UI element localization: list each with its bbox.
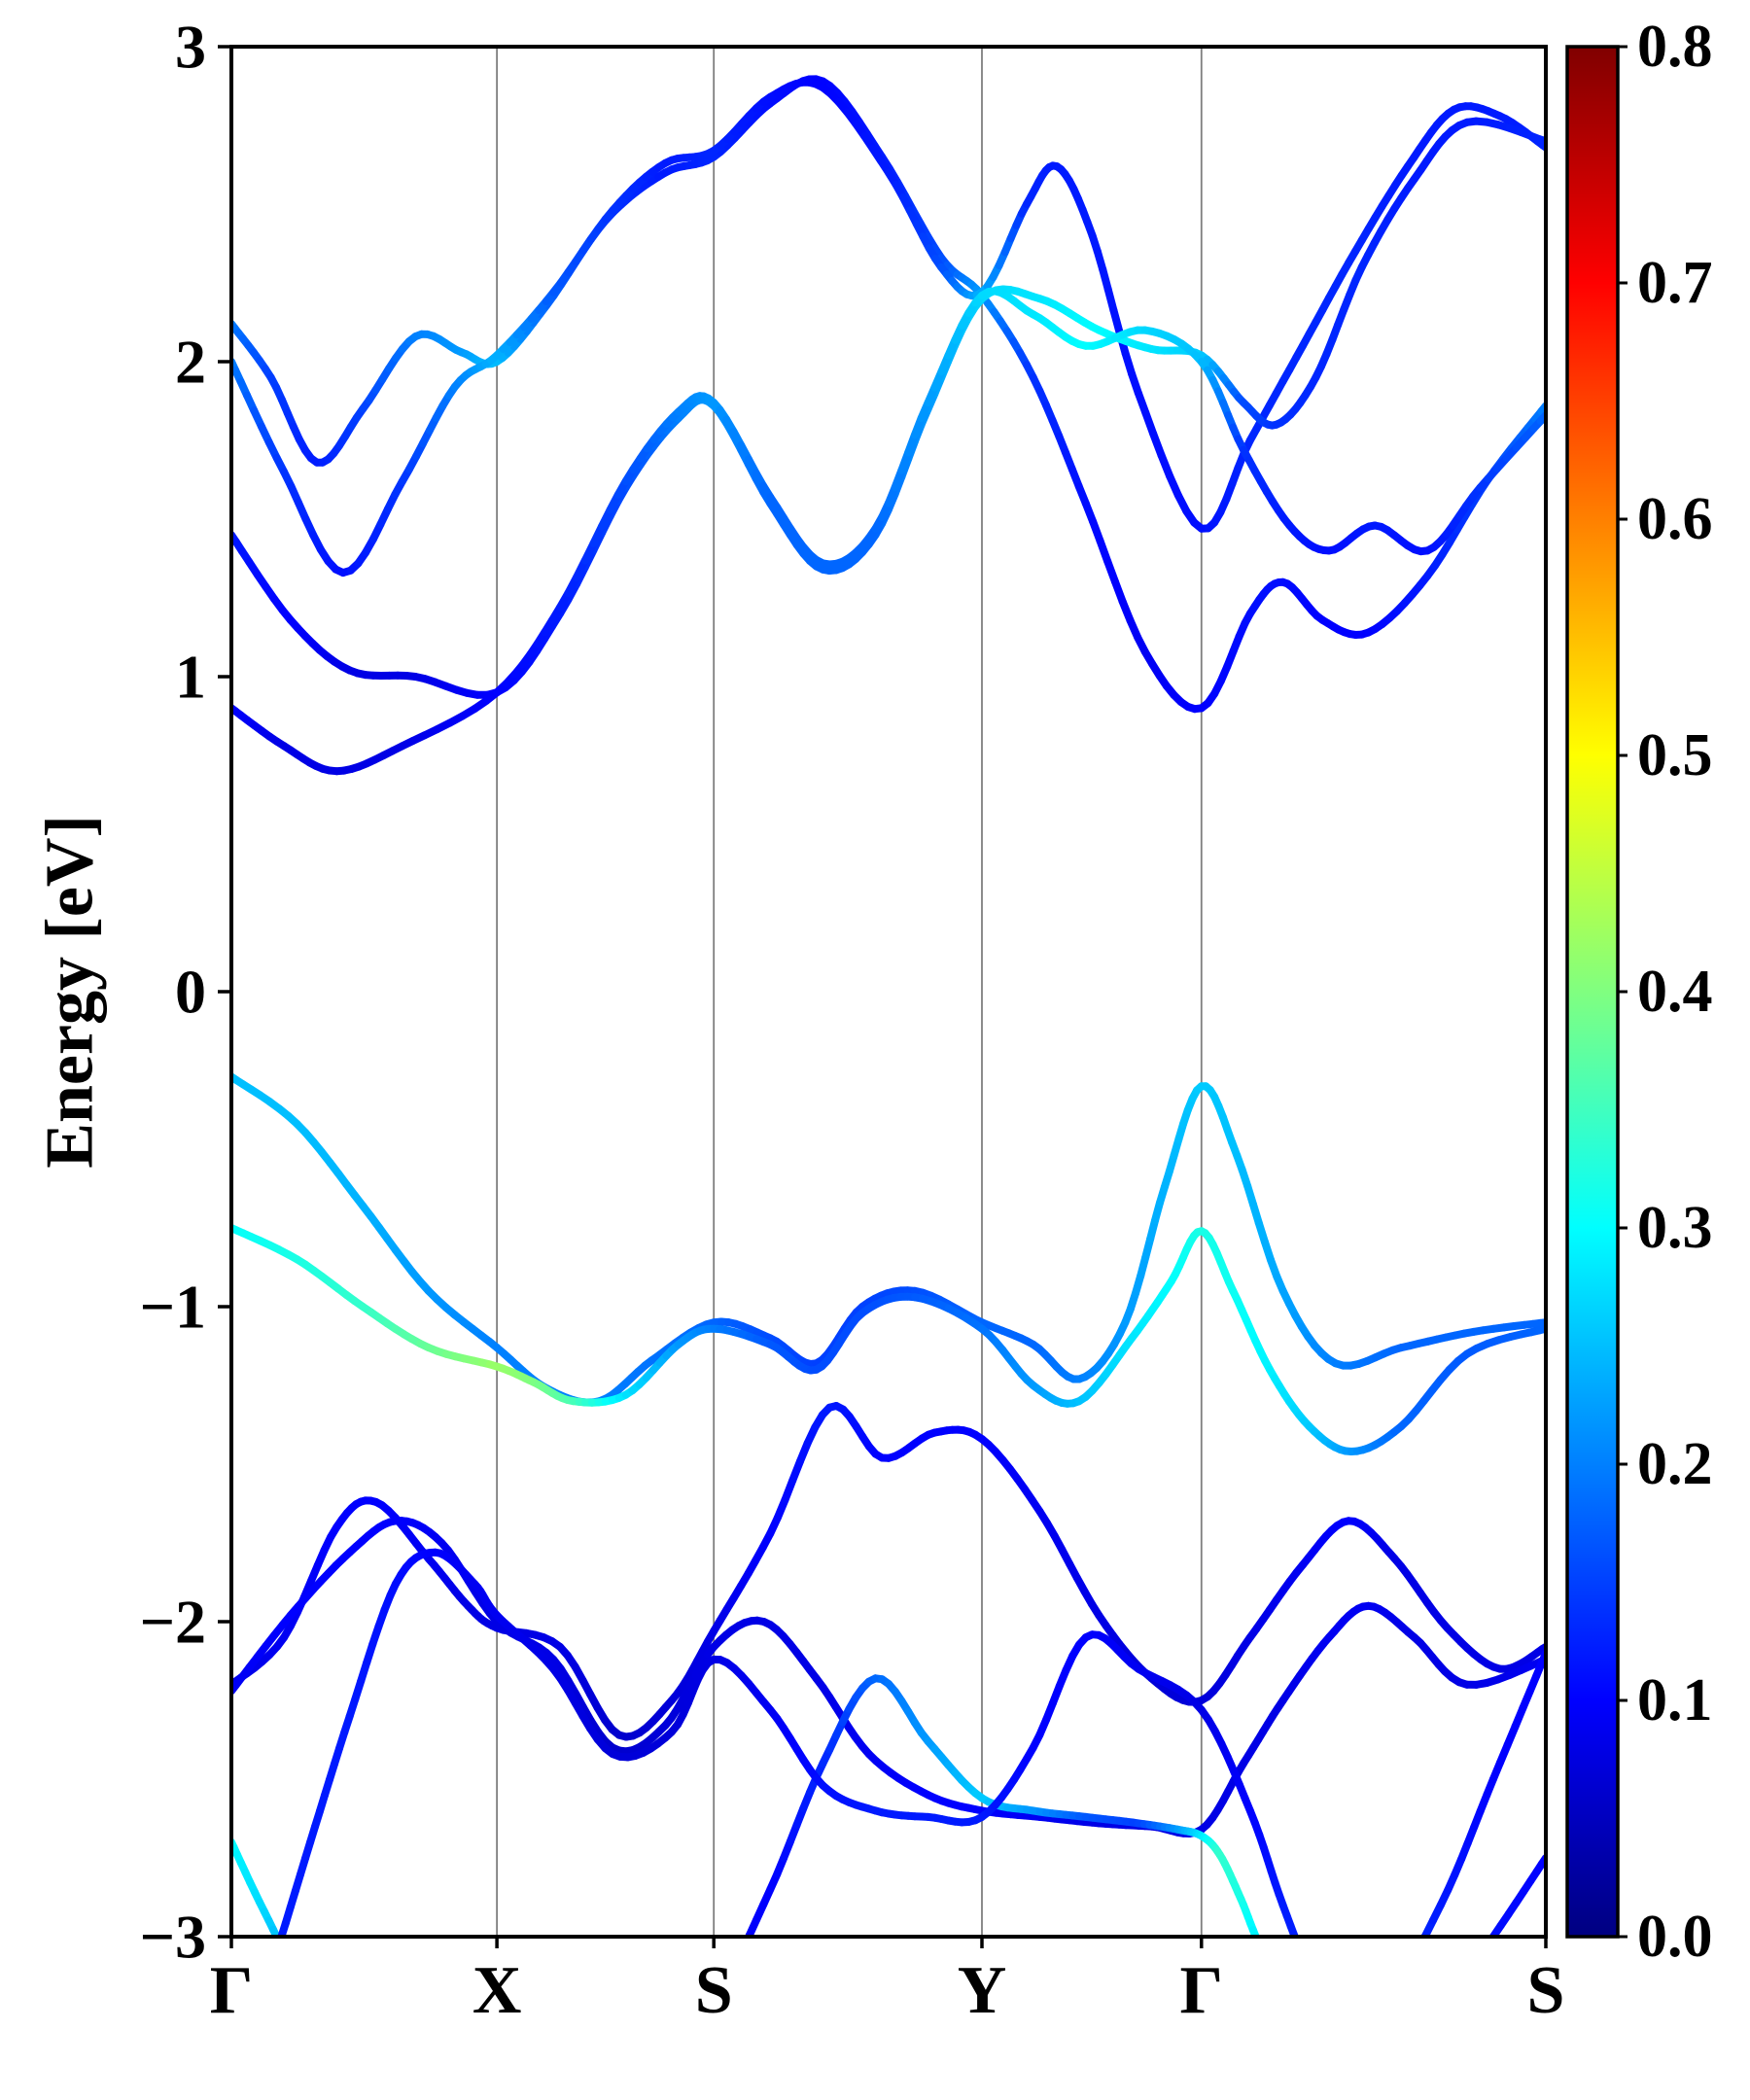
y-tick-label: −3 (140, 1903, 206, 1972)
band-curve (231, 287, 1546, 776)
colorbar-tick-label: 0.0 (1637, 1904, 1713, 1970)
y-tick-label: 2 (175, 328, 206, 397)
x-tick-label: Y (958, 1953, 1007, 2028)
x-tick-label: X (472, 1953, 522, 2028)
plot-background (231, 47, 1546, 1937)
colorbar-tick-label: 0.6 (1637, 486, 1713, 552)
y-axis: −3 −2 −1 0 1 2 3 Energy [eV] (33, 13, 231, 1972)
colorbar-tick-label: 0.7 (1637, 250, 1713, 316)
colorbar-tick-label: 0.5 (1637, 722, 1713, 788)
colorbar-gradient (1567, 47, 1618, 1937)
y-tick-label: −1 (140, 1273, 206, 1342)
y-tick-label: −2 (140, 1588, 206, 1657)
y-axis-title: Energy [eV] (33, 815, 108, 1169)
y-tick-label: 3 (175, 13, 206, 82)
colorbar-tick-label: 0.2 (1637, 1431, 1713, 1497)
band-curve (231, 1224, 1546, 1455)
band-curve (231, 75, 1546, 714)
x-tick-label: S (1527, 1953, 1565, 2028)
y-tick-label: 0 (175, 958, 206, 1027)
colorbar: 0.0 0.1 0.2 0.3 0.4 0.5 0.6 0.7 0.8 (1565, 14, 1713, 1970)
colorbar-tick-label: 0.8 (1637, 14, 1713, 80)
colorbar-tick-label: 0.1 (1637, 1667, 1713, 1733)
x-tick-label: S (695, 1953, 733, 2028)
x-tick-label: Γ (210, 1953, 254, 2028)
y-tick-label: 1 (175, 643, 206, 712)
colorbar-tick-label: 0.4 (1637, 959, 1713, 1025)
band-curve (231, 1649, 1546, 1937)
x-tick-label: Γ (1180, 1953, 1224, 2028)
band-curve (277, 1548, 1546, 1937)
band-curve (231, 1072, 1546, 1407)
colorbar-tick-label: 0.3 (1637, 1195, 1713, 1261)
bands (231, 75, 1546, 1937)
